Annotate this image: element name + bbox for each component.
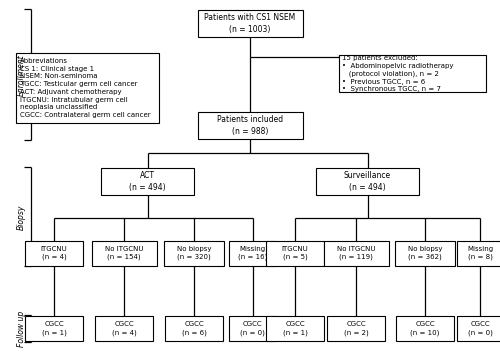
Text: Missing
(n = 16): Missing (n = 16) <box>238 246 267 260</box>
Text: CGCC
(n = 0): CGCC (n = 0) <box>240 321 265 336</box>
Text: CGCC
(n = 1): CGCC (n = 1) <box>42 321 66 336</box>
Text: No ITGCNU
(n = 154): No ITGCNU (n = 154) <box>105 246 144 260</box>
FancyBboxPatch shape <box>316 168 418 195</box>
FancyBboxPatch shape <box>198 112 302 139</box>
Text: CGCC
(n = 1): CGCC (n = 1) <box>282 321 308 336</box>
Text: Missing
(n = 8): Missing (n = 8) <box>467 246 493 260</box>
FancyBboxPatch shape <box>229 316 276 341</box>
FancyBboxPatch shape <box>101 168 194 195</box>
Text: CGCC
(n = 0): CGCC (n = 0) <box>468 321 492 336</box>
FancyBboxPatch shape <box>395 241 455 266</box>
Text: ITGCNU
(n = 4): ITGCNU (n = 4) <box>40 246 68 260</box>
Text: Patients with CS1 NSEM
(n = 1003): Patients with CS1 NSEM (n = 1003) <box>204 13 296 33</box>
FancyBboxPatch shape <box>165 316 223 341</box>
Text: CGCC
(n = 10): CGCC (n = 10) <box>410 321 440 336</box>
Text: Biopsy: Biopsy <box>17 205 26 230</box>
Text: Enrollment: Enrollment <box>17 55 26 96</box>
Text: Surveillance
(n = 494): Surveillance (n = 494) <box>344 171 391 191</box>
FancyBboxPatch shape <box>198 10 302 37</box>
Text: CGCC
(n = 2): CGCC (n = 2) <box>344 321 368 336</box>
FancyBboxPatch shape <box>229 241 276 266</box>
Text: No biopsy
(n = 362): No biopsy (n = 362) <box>408 246 442 260</box>
FancyBboxPatch shape <box>396 316 454 341</box>
Text: ACT
(n = 494): ACT (n = 494) <box>129 171 166 191</box>
Text: CGCC
(n = 6): CGCC (n = 6) <box>182 321 206 336</box>
FancyBboxPatch shape <box>458 241 500 266</box>
FancyBboxPatch shape <box>324 241 388 266</box>
Text: No biopsy
(n = 320): No biopsy (n = 320) <box>177 246 211 260</box>
FancyBboxPatch shape <box>95 316 153 341</box>
FancyBboxPatch shape <box>25 241 83 266</box>
FancyBboxPatch shape <box>164 241 224 266</box>
Text: CGCC
(n = 4): CGCC (n = 4) <box>112 321 136 336</box>
FancyBboxPatch shape <box>16 53 159 123</box>
Text: Follow up: Follow up <box>17 311 26 346</box>
FancyBboxPatch shape <box>266 316 324 341</box>
FancyBboxPatch shape <box>25 316 83 341</box>
FancyBboxPatch shape <box>339 55 486 92</box>
FancyBboxPatch shape <box>266 241 324 266</box>
Text: Abbreviations
CS 1: Clinical stage 1
NSEM: Non-seminoma
TGCC: Testicular germ ce: Abbreviations CS 1: Clinical stage 1 NSE… <box>20 58 150 118</box>
Text: Patients included
(n = 988): Patients included (n = 988) <box>217 116 283 136</box>
FancyBboxPatch shape <box>458 316 500 341</box>
FancyBboxPatch shape <box>327 316 385 341</box>
FancyBboxPatch shape <box>92 241 156 266</box>
Text: ITGCNU
(n = 5): ITGCNU (n = 5) <box>282 246 308 260</box>
Text: 15 patients excluded:
•  Abdominopelvic radiotherapy
   (protocol violation), n : 15 patients excluded: • Abdominopelvic r… <box>342 55 454 92</box>
Text: No ITGCNU
(n = 119): No ITGCNU (n = 119) <box>337 246 375 260</box>
